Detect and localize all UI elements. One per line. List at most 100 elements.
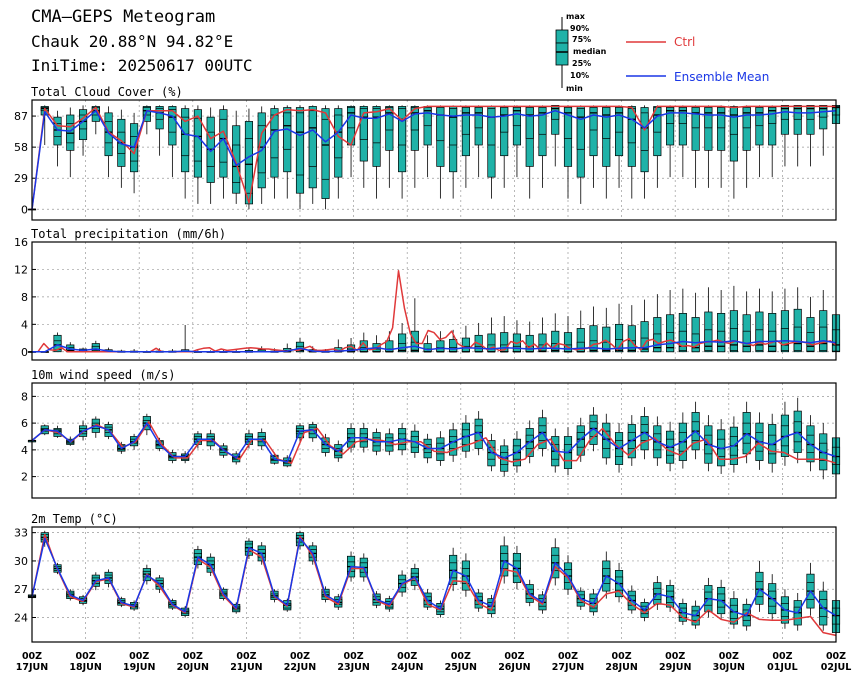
panel-title: 10m wind speed (m/s) (31, 368, 176, 382)
box-25-75 (704, 329, 713, 351)
x-axis: 00Z17JUN00Z18JUN00Z19JUN00Z20JUN00Z21JUN… (16, 651, 851, 673)
ensemble-box (602, 105, 611, 199)
y-tick-label: 12 (14, 263, 28, 276)
ensemble-box (117, 109, 126, 188)
x-tick-time: 00Z (290, 651, 310, 662)
box-25-75 (666, 332, 675, 353)
ensemble-mean-line (31, 537, 837, 617)
ensemble-box (512, 105, 522, 178)
ensemble-box (717, 105, 726, 188)
box-25-75 (410, 107, 419, 131)
ensemble-box (321, 105, 330, 210)
ensemble-box (66, 342, 75, 353)
x-tick-date: 01JUL (767, 662, 798, 673)
box-25-75 (576, 341, 585, 353)
x-tick-date: 24JUN (391, 662, 423, 673)
x-tick-date: 25JUN (445, 662, 477, 673)
legend: max 90% 75% median 25% 10% min Ctrl Ense… (555, 12, 769, 93)
ensemble-box (576, 310, 585, 353)
x-tick-date: 19JUN (123, 662, 155, 673)
panel-title: Total Cloud Cover (%) (31, 85, 183, 99)
box-25-75 (244, 138, 254, 194)
box-25-75 (768, 107, 777, 124)
x-tick-date: 18JUN (69, 662, 101, 673)
ensemble-box (576, 105, 585, 204)
ensemble-box (717, 419, 726, 474)
box-10-90 (551, 105, 560, 135)
ctrl-series-line (31, 105, 836, 210)
box-10-90 (793, 105, 802, 135)
box-25-75 (346, 107, 356, 129)
ensemble-box (78, 105, 88, 156)
legend-max: max (566, 12, 586, 21)
panel-frame (31, 382, 837, 499)
ensemble-box (755, 105, 764, 178)
panel-3: 10m wind speed (m/s) 2 4 6 8 (21, 368, 841, 499)
box-25-75 (678, 107, 687, 124)
y-tick-label: 16 (14, 236, 28, 249)
box-10-90 (780, 105, 790, 135)
box-25-75 (423, 107, 432, 127)
panel-title: Total precipitation (mm/6h) (31, 227, 226, 241)
ensemble-box (793, 105, 802, 167)
ensemble-box (780, 401, 790, 466)
x-tick-time: 00Z (665, 651, 685, 662)
ensemble-box (819, 290, 828, 353)
box-25-75 (385, 107, 394, 131)
ensemble-box (666, 290, 675, 353)
box-25-75 (627, 108, 636, 144)
legend-p10: 10% (570, 71, 589, 80)
ensemble-box (602, 551, 611, 599)
x-tick-date: 02JUL (821, 662, 852, 673)
x-tick-date: 20JUN (177, 662, 209, 673)
box-25-75 (640, 112, 649, 151)
init-time: IniTime: 20250617 00UTC (31, 56, 253, 75)
x-tick-date: 29JUN (659, 662, 691, 673)
ensemble-box (806, 562, 815, 616)
x-tick-date: 27JUN (552, 662, 584, 673)
x-tick-date: 21JUN (230, 662, 262, 673)
x-tick-time: 00Z (826, 651, 846, 662)
ensemble-box (551, 538, 560, 586)
panel-frame (31, 99, 837, 221)
ensemble-box (487, 105, 496, 199)
x-tick-time: 00Z (504, 651, 524, 662)
legend-mean-label: Ensemble Mean (674, 70, 769, 84)
ensemble-box (614, 303, 624, 353)
ensemble-box (806, 415, 815, 472)
ensemble-box (449, 105, 458, 199)
ensemble-box (512, 320, 522, 353)
box-10-90 (806, 105, 815, 135)
box-25-75 (270, 114, 279, 159)
ctrl-series-line (32, 270, 837, 353)
x-tick-date: 26JUN (498, 662, 530, 673)
ensemble-box (563, 427, 573, 476)
y-tick-label: 30 (14, 555, 28, 568)
y-tick-label: 24 (14, 611, 28, 624)
box-25-75 (474, 107, 483, 129)
box-25-75 (602, 107, 611, 139)
station-location: Chauk 20.88°N 94.82°E (31, 32, 234, 51)
box-25-75 (742, 107, 751, 129)
ensemble-box (244, 108, 254, 210)
box-25-75 (295, 112, 305, 176)
x-tick-time: 00Z (344, 651, 364, 662)
ensemble-box (53, 110, 62, 167)
y-tick-label: 4 (21, 444, 28, 457)
ensemble-box (742, 291, 751, 353)
panel-title: 2m Temp (°C) (31, 512, 118, 526)
ensemble-box (436, 105, 445, 199)
legend-p25: 25% (572, 59, 591, 68)
ensemble-box (691, 105, 700, 188)
ctrl-series-line (31, 421, 837, 464)
ensemble-box (793, 397, 802, 464)
ensemble-box (334, 105, 343, 199)
x-tick-time: 00Z (612, 651, 632, 662)
y-tick-label: 6 (21, 417, 28, 430)
y-tick-label: 0 (21, 346, 28, 359)
box-25-75 (704, 107, 713, 129)
box-25-75 (717, 107, 726, 129)
y-tick-label: 27 (14, 583, 28, 596)
x-tick-time: 00Z (558, 651, 578, 662)
